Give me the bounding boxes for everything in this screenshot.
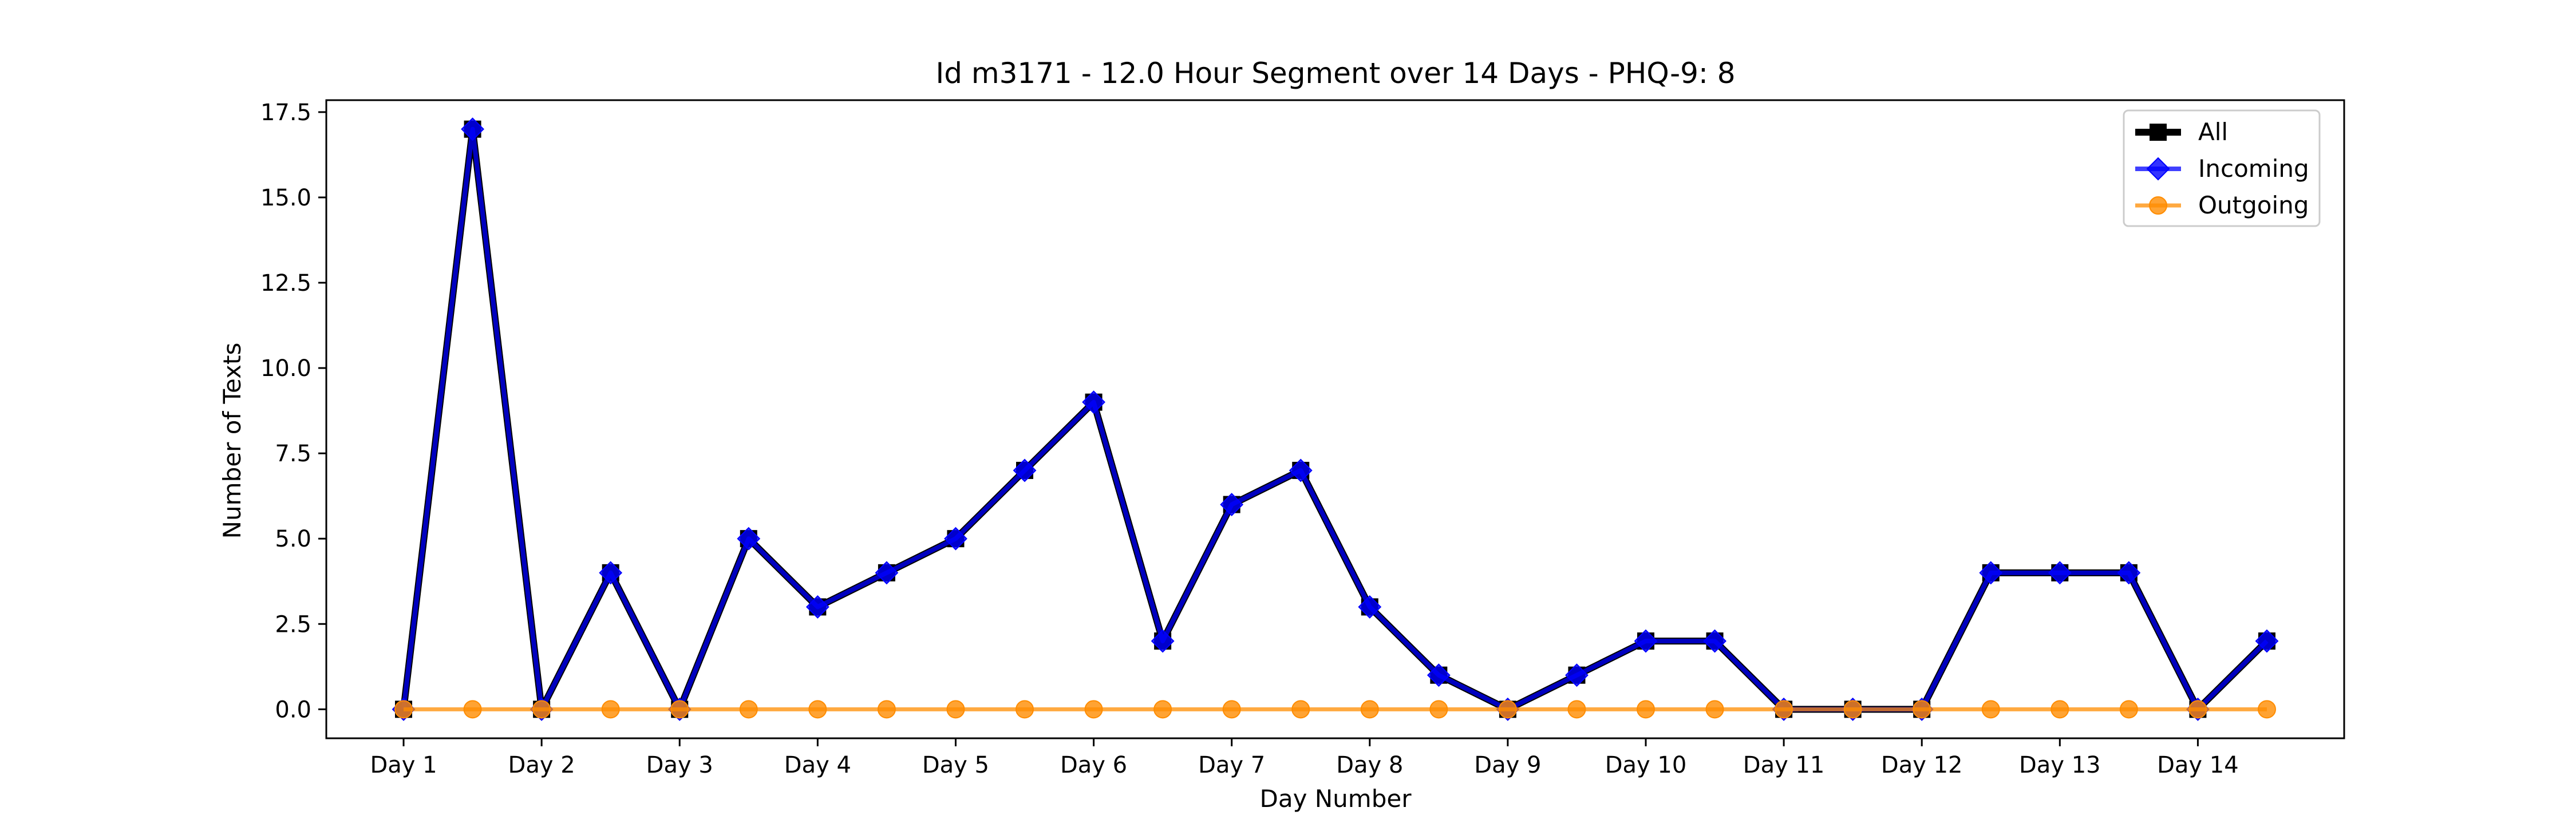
data-point-incoming: [805, 595, 829, 619]
x-tick-label: Day 11: [1743, 752, 1825, 778]
data-point-incoming: [1289, 458, 1313, 482]
data-point-outgoing: [1636, 700, 1655, 719]
legend-marker-all: [2150, 124, 2167, 141]
data-point-outgoing: [1222, 700, 1241, 719]
data-point-outgoing: [1429, 700, 1448, 719]
data-point-incoming: [1427, 663, 1451, 687]
legend-label-incoming: Incoming: [2198, 155, 2309, 183]
data-point-outgoing: [1016, 700, 1034, 719]
data-point-incoming: [737, 527, 761, 551]
y-tick-label: 12.5: [260, 270, 311, 296]
x-tick-label: Day 12: [1881, 752, 1963, 778]
data-point-outgoing: [670, 700, 689, 719]
data-point-incoming: [1565, 663, 1589, 687]
y-axis-title: Number of Texts: [218, 343, 246, 539]
data-point-outgoing: [1498, 700, 1517, 719]
x-tick-label: Day 8: [1336, 752, 1403, 778]
data-point-outgoing: [808, 700, 827, 719]
series-line-incoming: [401, 126, 2269, 712]
chart-title: Id m3171 - 12.0 Hour Segment over 14 Day…: [935, 57, 1735, 90]
data-point-outgoing: [1981, 700, 2000, 719]
data-point-outgoing: [463, 700, 482, 719]
y-tick-label: 2.5: [275, 611, 311, 638]
data-point-outgoing: [532, 700, 551, 719]
legend-marker-outgoing: [2149, 196, 2167, 215]
x-tick-label: Day 3: [646, 752, 713, 778]
y-tick-label: 0.0: [275, 697, 311, 723]
data-point-incoming: [1013, 458, 1037, 482]
data-point-outgoing: [1291, 700, 1310, 719]
data-point-outgoing: [2188, 700, 2207, 719]
x-tick-label: Day 9: [1474, 752, 1541, 778]
x-tick-label: Day 14: [2157, 752, 2239, 778]
legend-box: [2123, 109, 2321, 227]
legend-marker-incoming: [2146, 157, 2170, 181]
data-point-outgoing: [1153, 700, 1172, 719]
x-tick-label: Day 6: [1060, 752, 1127, 778]
data-point-outgoing: [739, 700, 758, 719]
data-point-incoming: [2255, 629, 2279, 653]
data-point-incoming: [1703, 629, 1726, 653]
y-tick-label: 7.5: [275, 441, 311, 467]
data-point-incoming: [875, 561, 899, 585]
legend-label-all: All: [2198, 118, 2228, 146]
x-tick-label: Day 10: [1605, 752, 1687, 778]
x-tick-label: Day 5: [922, 752, 989, 778]
y-tick-label: 17.5: [260, 100, 311, 126]
data-point-outgoing: [1360, 700, 1379, 719]
data-point-incoming: [944, 527, 967, 551]
data-point-incoming: [1082, 390, 1105, 414]
legend: All Incoming Outgoing: [2123, 109, 2321, 227]
data-point-incoming: [1979, 561, 2003, 585]
data-point-outgoing: [2050, 700, 2069, 719]
data-point-outgoing: [2119, 700, 2138, 719]
x-axis-title: Day Number: [1259, 785, 1412, 813]
data-point-outgoing: [1913, 700, 1931, 719]
data-point-outgoing: [877, 700, 896, 719]
data-point-outgoing: [1775, 700, 1793, 719]
x-tick-label: Day 1: [370, 752, 437, 778]
data-point-incoming: [1634, 629, 1658, 653]
x-tick-label: Day 4: [784, 752, 851, 778]
legend-label-outgoing: Outgoing: [2198, 191, 2309, 219]
data-point-outgoing: [1705, 700, 1724, 719]
data-point-outgoing: [601, 700, 620, 719]
x-tick-label: Day 7: [1198, 752, 1265, 778]
data-point-outgoing: [394, 700, 413, 719]
data-point-outgoing: [2257, 700, 2276, 719]
data-point-outgoing: [946, 700, 965, 719]
data-point-incoming: [461, 117, 484, 141]
data-point-outgoing: [1567, 700, 1586, 719]
x-tick-label: Day 13: [2019, 752, 2101, 778]
data-point-incoming: [2117, 561, 2141, 585]
data-point-incoming: [1151, 629, 1175, 653]
plot-frame: [325, 99, 2345, 739]
y-tick-label: 5.0: [275, 526, 311, 552]
data-point-incoming: [599, 561, 623, 585]
data-point-incoming: [2048, 561, 2072, 585]
data-point-outgoing: [1084, 700, 1103, 719]
x-tick-label: Day 2: [508, 752, 575, 778]
plot-area: Day 1 Day 2 Day 3 Day 4 Day 5 Day 6 Day 7 Day 8…: [260, 99, 2345, 778]
y-tick-label: 10.0: [260, 355, 311, 382]
data-point-incoming: [1220, 493, 1244, 516]
data-point-outgoing: [1843, 700, 1862, 719]
y-tick-label: 15.0: [260, 185, 311, 211]
data-point-incoming: [1358, 595, 1382, 619]
